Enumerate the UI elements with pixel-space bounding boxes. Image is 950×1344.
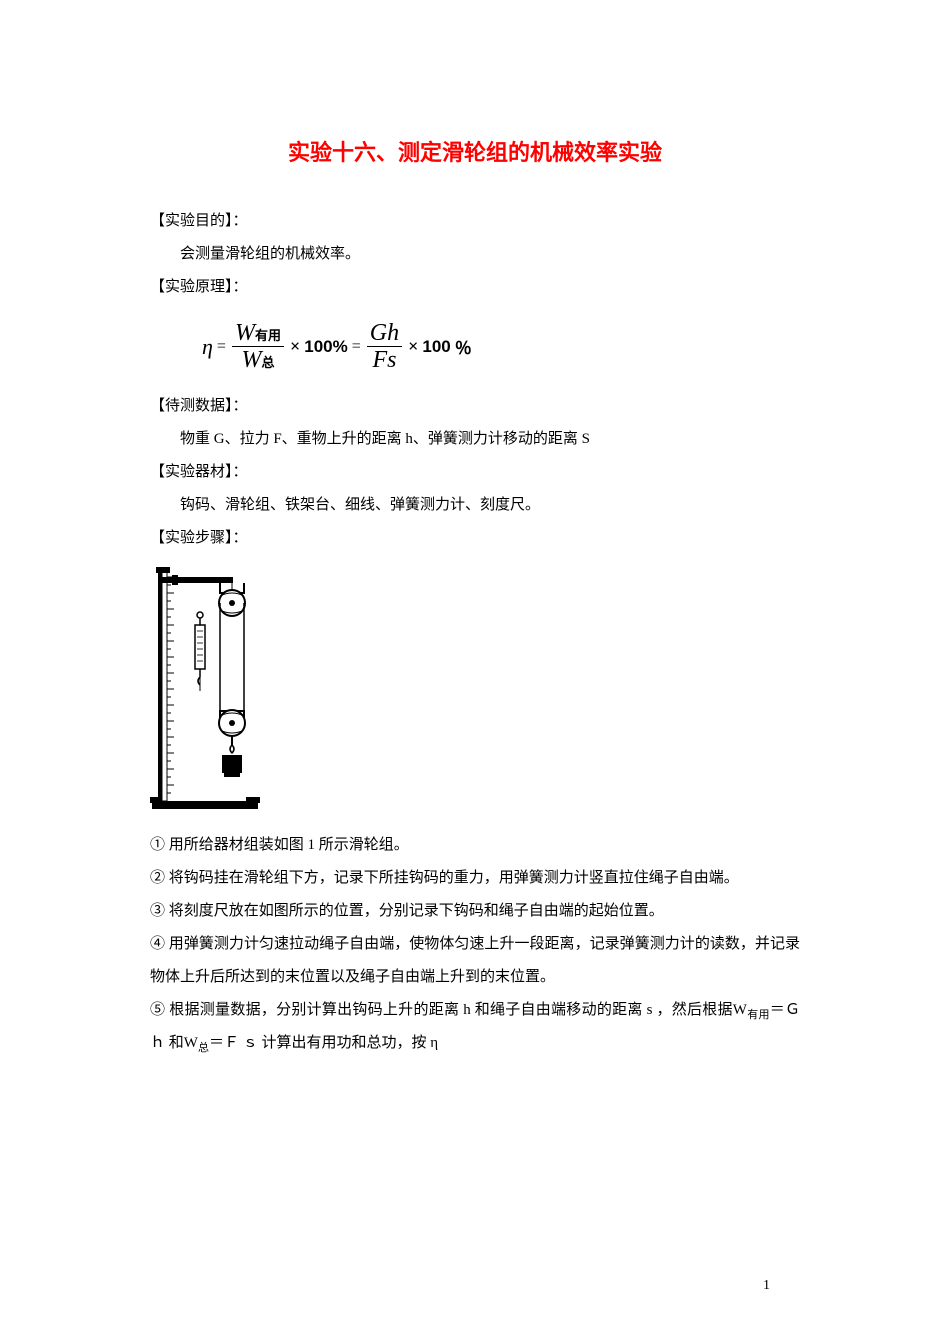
percent-2: ％ xyxy=(455,334,472,359)
apparatus-heading: 【实验器材】： xyxy=(150,456,800,489)
page-number: 1 xyxy=(763,1278,770,1294)
hundred-2: 100 xyxy=(422,337,450,357)
step5-sub2: 总 xyxy=(198,1042,209,1054)
step-2: ② 将钩码挂在滑轮组下方，记录下所挂钩码的重力，用弹簧测力计竖直拉住绳子自由端。 xyxy=(150,862,800,895)
w-total-sub: 总 xyxy=(261,355,274,370)
frac1-denominator: W总 xyxy=(238,347,277,373)
data-heading: 【待测数据】： xyxy=(150,390,800,423)
pulley-svg xyxy=(150,563,260,813)
times-2: × xyxy=(408,336,418,357)
step-4: ④ 用弹簧测力计匀速拉动绳子自由端，使物体匀速上升一段距离，记录弹簧测力计的读数… xyxy=(150,928,800,994)
hundred-1: 100 xyxy=(304,337,332,357)
apparatus-body: 钩码、滑轮组、铁架台、细线、弹簧测力计、刻度尺。 xyxy=(150,489,800,522)
fraction-w-useful-over-w-total: W有用 W总 xyxy=(232,320,284,374)
principle-heading: 【实验原理】： xyxy=(150,271,800,304)
equals-1: = xyxy=(217,338,226,356)
step5-sub1: 有用 xyxy=(747,1009,770,1021)
page-title: 实验十六、测定滑轮组的机械效率实验 xyxy=(150,135,800,167)
times-1: × xyxy=(290,336,300,357)
frac1-numerator: W有用 xyxy=(232,320,284,346)
equals-2: = xyxy=(352,338,361,356)
step-5: ⑤ 根据测量数据，分别计算出钩码上升的距离 h 和绳子自由端移动的距离 s ，然… xyxy=(150,994,800,1060)
frac2-denominator: Fs xyxy=(369,347,399,373)
step5-W2: W xyxy=(184,1035,198,1051)
efficiency-formula: η = W有用 W总 × 100 % = Gh Fs × 100 ％ xyxy=(150,304,800,390)
purpose-body: 会测量滑轮组的机械效率。 xyxy=(150,238,800,271)
step5-prefix: ⑤ 根据测量数据，分别计算出钩码上升的距离 h 和绳子自由端移动的距离 s ，然… xyxy=(150,1002,733,1018)
step5-W1: W xyxy=(733,1002,747,1018)
data-body: 物重 G、拉力 F、重物上升的距离 h、弹簧测力计移动的距离 S xyxy=(150,423,800,456)
w-useful-sub: 有用 xyxy=(255,328,281,343)
purpose-heading: 【实验目的】： xyxy=(150,205,800,238)
step-3: ③ 将刻度尺放在如图所示的位置，分别记录下钩码和绳子自由端的起始位置。 xyxy=(150,895,800,928)
step-1: ① 用所给器材组装如图 1 所示滑轮组。 xyxy=(150,829,800,862)
fraction-gh-over-fs: Gh Fs xyxy=(367,320,402,374)
percent-1: % xyxy=(333,337,348,357)
procedure-heading: 【实验步骤】： xyxy=(150,522,800,555)
eta-symbol: η xyxy=(202,334,213,360)
step5-eq2: ＝Ｆ ｓ 计算出有用功和总功，按 η xyxy=(209,1035,438,1051)
w-total-sym: W xyxy=(241,347,261,373)
pulley-diagram xyxy=(150,563,800,813)
w-useful-sym: W xyxy=(235,320,255,346)
page-container: 实验十六、测定滑轮组的机械效率实验 【实验目的】： 会测量滑轮组的机械效率。 【… xyxy=(0,0,950,1344)
frac2-numerator: Gh xyxy=(367,320,402,346)
